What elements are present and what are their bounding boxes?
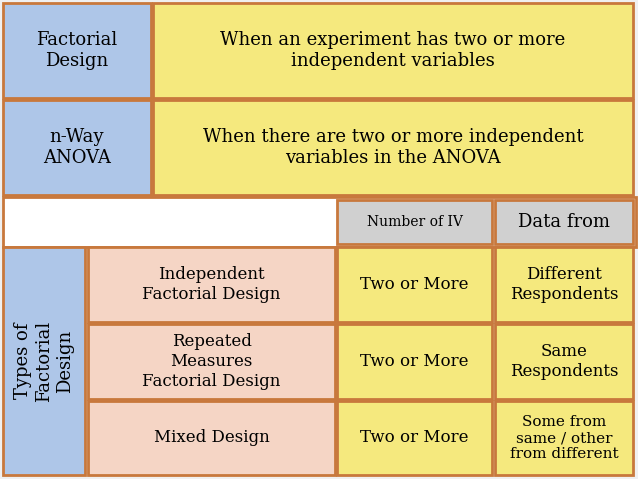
Bar	[88, 247, 335, 322]
Bar	[337, 247, 492, 322]
Bar	[495, 247, 633, 322]
Text: Two or More: Two or More	[360, 276, 469, 293]
Text: Independent
Factorial Design: Independent Factorial Design	[142, 266, 281, 303]
Text: Types of
Factorial
Design: Types of Factorial Design	[14, 320, 74, 401]
Bar	[495, 324, 633, 399]
Text: Number of IV: Number of IV	[367, 215, 463, 229]
Text: Factorial
Design: Factorial Design	[36, 31, 117, 70]
Bar	[3, 247, 85, 475]
Text: Data from: Data from	[518, 213, 610, 231]
Text: Some from
same / other
from different: Some from same / other from different	[510, 415, 618, 461]
Bar	[495, 401, 633, 475]
Bar	[337, 200, 492, 244]
Text: Two or More: Two or More	[360, 430, 469, 446]
Bar	[3, 197, 636, 247]
Text: n-Way
ANOVA: n-Way ANOVA	[43, 128, 111, 167]
Text: Mixed Design: Mixed Design	[154, 430, 269, 446]
Text: When there are two or more independent
variables in the ANOVA: When there are two or more independent v…	[203, 128, 583, 167]
Bar	[153, 3, 633, 98]
Bar	[337, 401, 492, 475]
Text: Two or More: Two or More	[360, 353, 469, 370]
Text: Different
Respondents: Different Respondents	[510, 266, 618, 303]
Bar	[88, 324, 335, 399]
Text: Repeated
Measures
Factorial Design: Repeated Measures Factorial Design	[142, 333, 281, 389]
Text: When an experiment has two or more
independent variables: When an experiment has two or more indep…	[220, 31, 566, 70]
Text: Same
Respondents: Same Respondents	[510, 343, 618, 380]
Bar	[3, 3, 151, 98]
Bar	[337, 324, 492, 399]
Bar	[88, 401, 335, 475]
Bar	[3, 100, 151, 195]
Bar	[495, 200, 633, 244]
Bar	[153, 100, 633, 195]
